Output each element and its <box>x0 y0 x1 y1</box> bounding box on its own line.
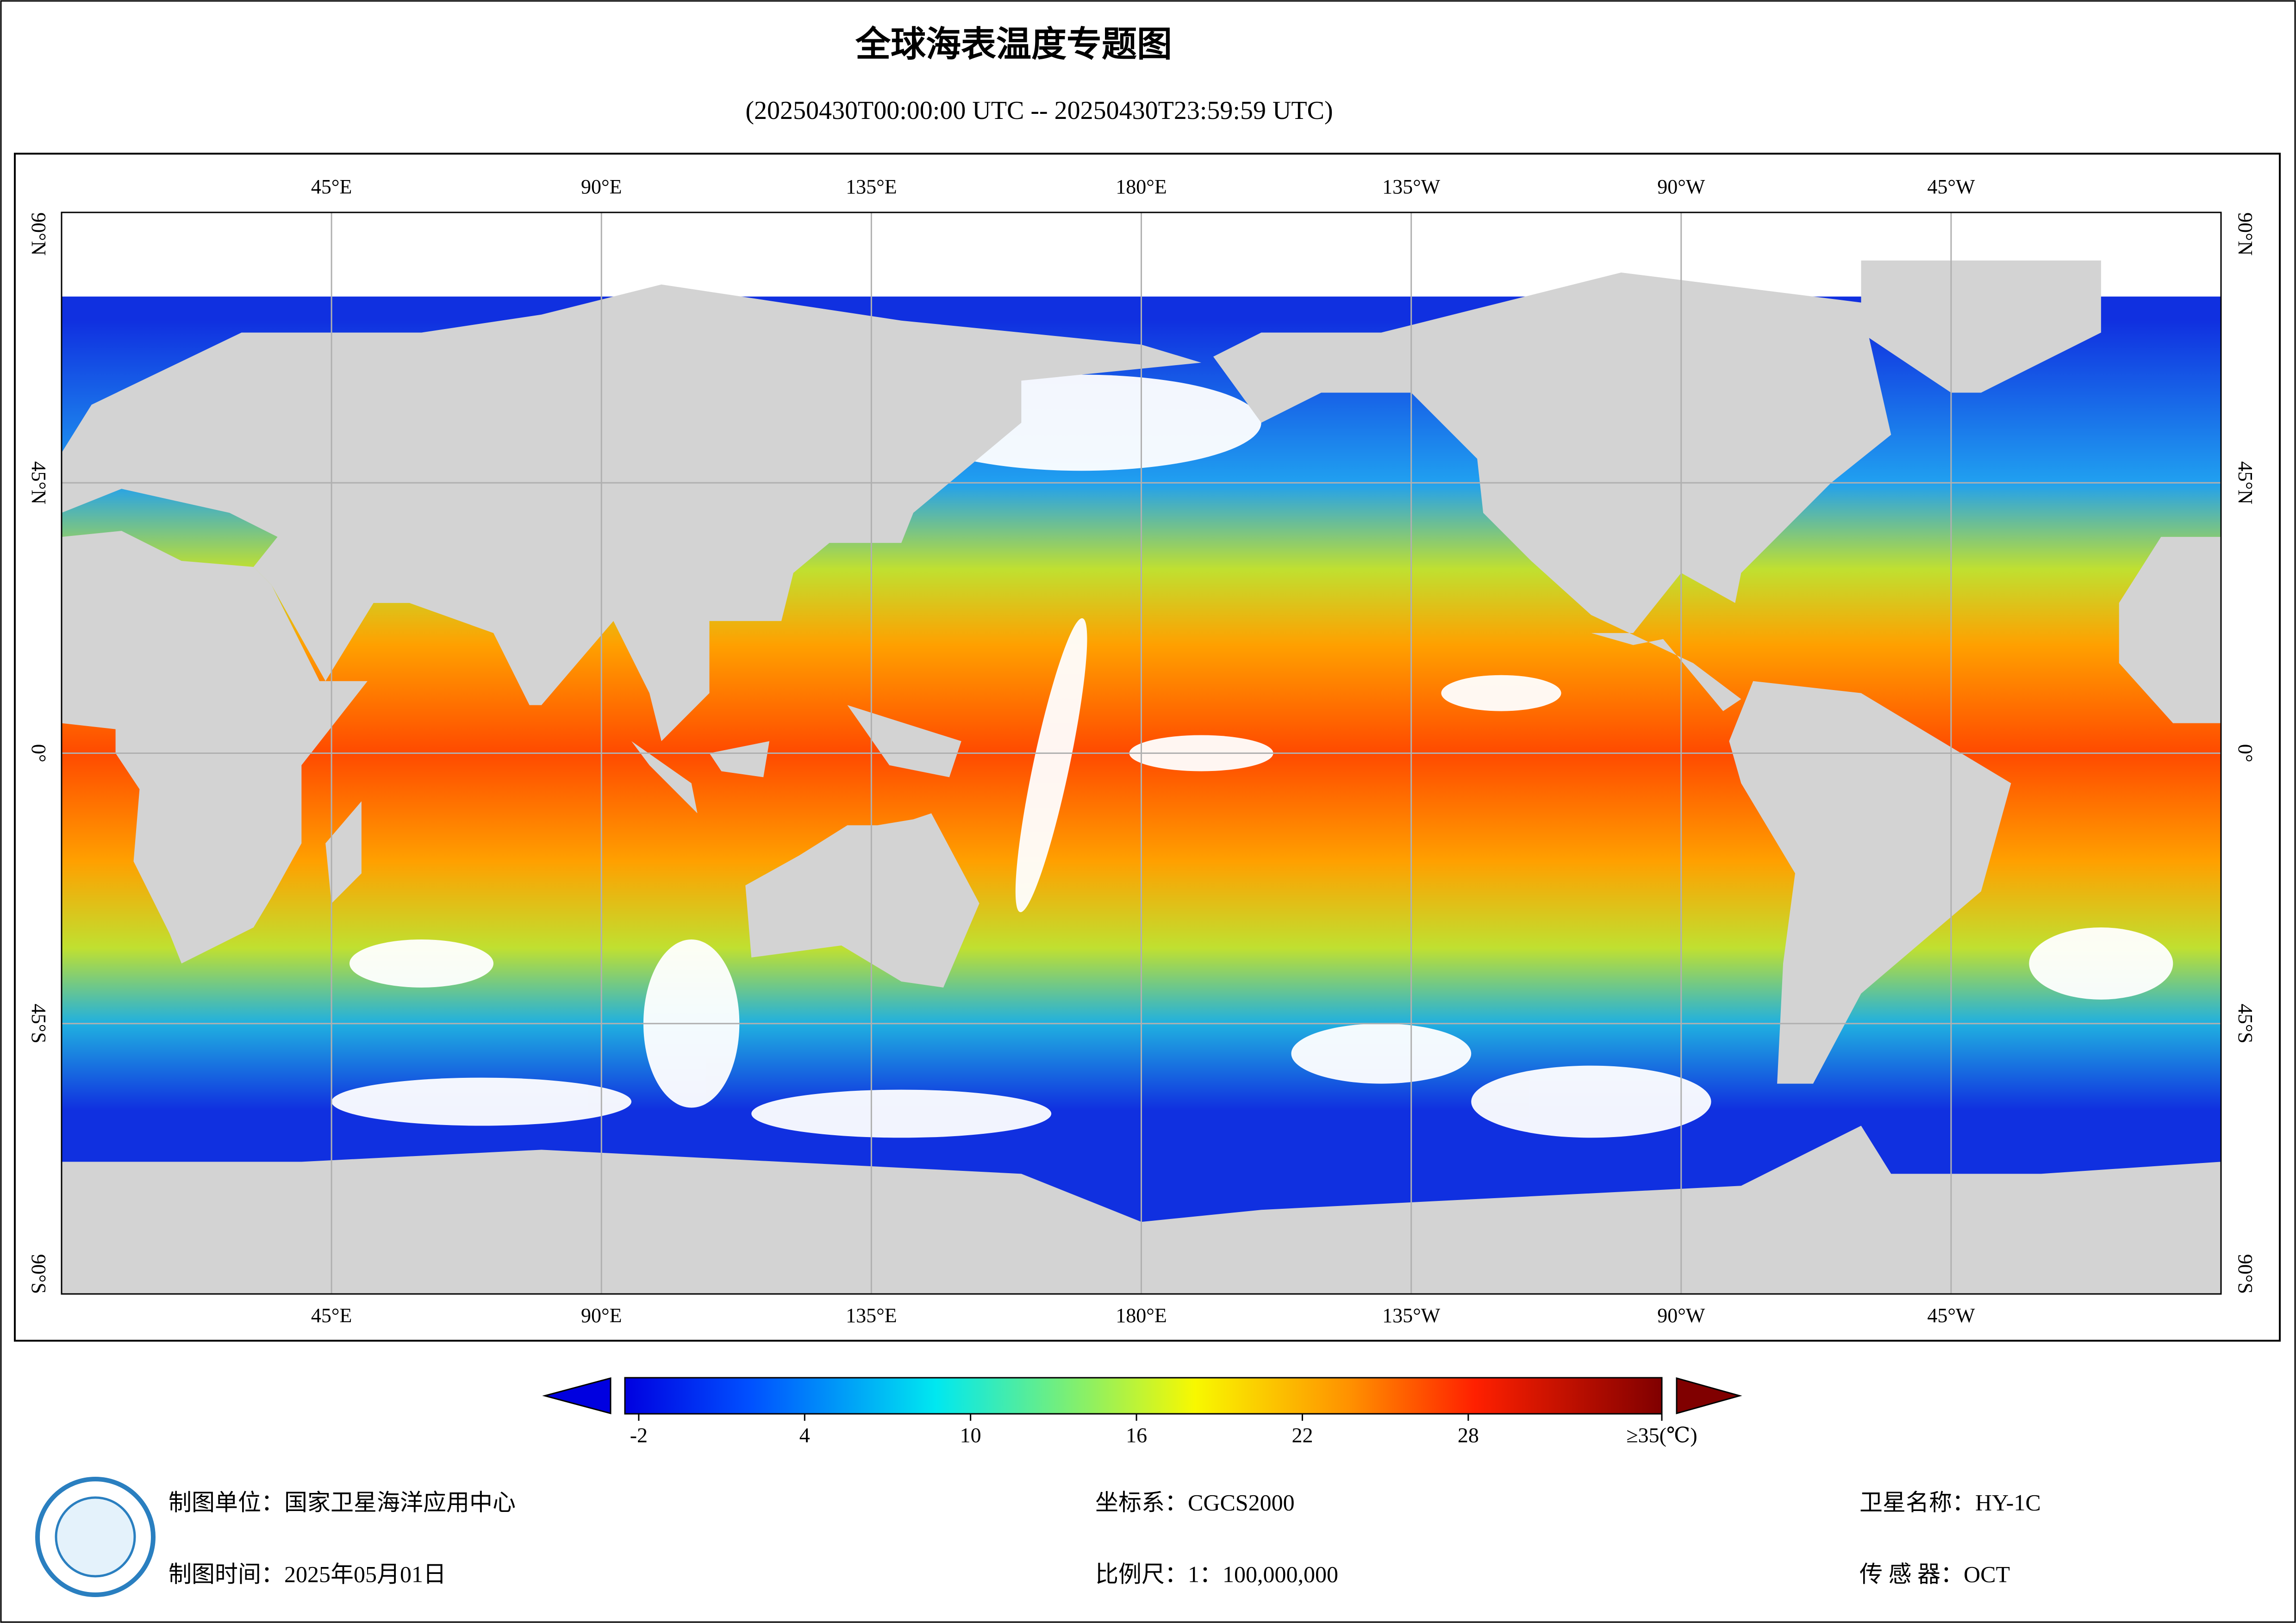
lon-label-top: 45°E <box>311 175 352 198</box>
colorbar-label: 4 <box>799 1424 810 1447</box>
satellite: 卫星名称：HY-1C <box>1859 1489 2041 1515</box>
colorbar-label: -2 <box>630 1424 648 1447</box>
lon-label-bottom: 90°E <box>581 1304 622 1327</box>
lat-label-right: 0° <box>2234 744 2257 763</box>
lon-label-bottom: 45°W <box>1927 1304 1975 1327</box>
lat-label-right: 90°N <box>2234 212 2257 255</box>
colorbar-label: 16 <box>1126 1424 1147 1447</box>
lat-label-left: 45°N <box>27 461 50 504</box>
lat-label-right: 90°S <box>2234 1254 2257 1294</box>
lon-label-bottom: 135°E <box>846 1304 897 1327</box>
crs: 坐标系：CGCS2000 <box>1095 1489 1295 1515</box>
lon-label-bottom: 180°E <box>1116 1304 1167 1327</box>
lon-label-top: 45°W <box>1927 175 1975 198</box>
colorbar-label: ≥35(℃) <box>1626 1424 1697 1447</box>
lon-label-bottom: 45°E <box>311 1304 352 1327</box>
lon-label-bottom: 90°W <box>1657 1304 1705 1327</box>
logo-inner <box>55 1496 136 1578</box>
colorbar-label: 22 <box>1292 1424 1313 1447</box>
lat-label-right: 45°N <box>2234 461 2257 504</box>
colorbar-label: 28 <box>1458 1424 1479 1447</box>
subtitle: (20250430T00:00:00 UTC -- 20250430T23:59… <box>745 96 1333 125</box>
lat-label-right: 45°S <box>2234 1004 2257 1044</box>
date: 制图时间：2025年05月01日 <box>168 1561 446 1587</box>
clouds <box>331 374 2173 1138</box>
scale: 比例尺：1：100,000,000 <box>1095 1561 1338 1587</box>
sensor: 传 感 器：OCT <box>1859 1561 2010 1587</box>
lat-label-left: 0° <box>27 744 50 763</box>
producer: 制图单位：国家卫星海洋应用中心 <box>168 1489 516 1515</box>
colorbar-label: 10 <box>960 1424 981 1447</box>
lon-label-top: 180°E <box>1116 175 1167 198</box>
lon-label-top: 90°W <box>1657 175 1705 198</box>
lon-label-bottom: 135°W <box>1382 1304 1441 1327</box>
map-border <box>61 211 2222 1295</box>
lat-label-left: 90°S <box>27 1254 50 1294</box>
map-frame <box>14 153 2281 1342</box>
lat-label-left: 90°N <box>27 212 50 255</box>
lat-label-left: 45°S <box>27 1004 50 1044</box>
lon-label-top: 135°E <box>846 175 897 198</box>
colorbar <box>624 1377 1663 1415</box>
colorbar-high-arrow <box>1676 1377 1742 1414</box>
title: 全球海表温度专题图 <box>855 25 1172 64</box>
lon-label-top: 135°W <box>1382 175 1441 198</box>
lon-label-top: 90°E <box>581 175 622 198</box>
colorbar-low-arrow <box>542 1377 611 1414</box>
